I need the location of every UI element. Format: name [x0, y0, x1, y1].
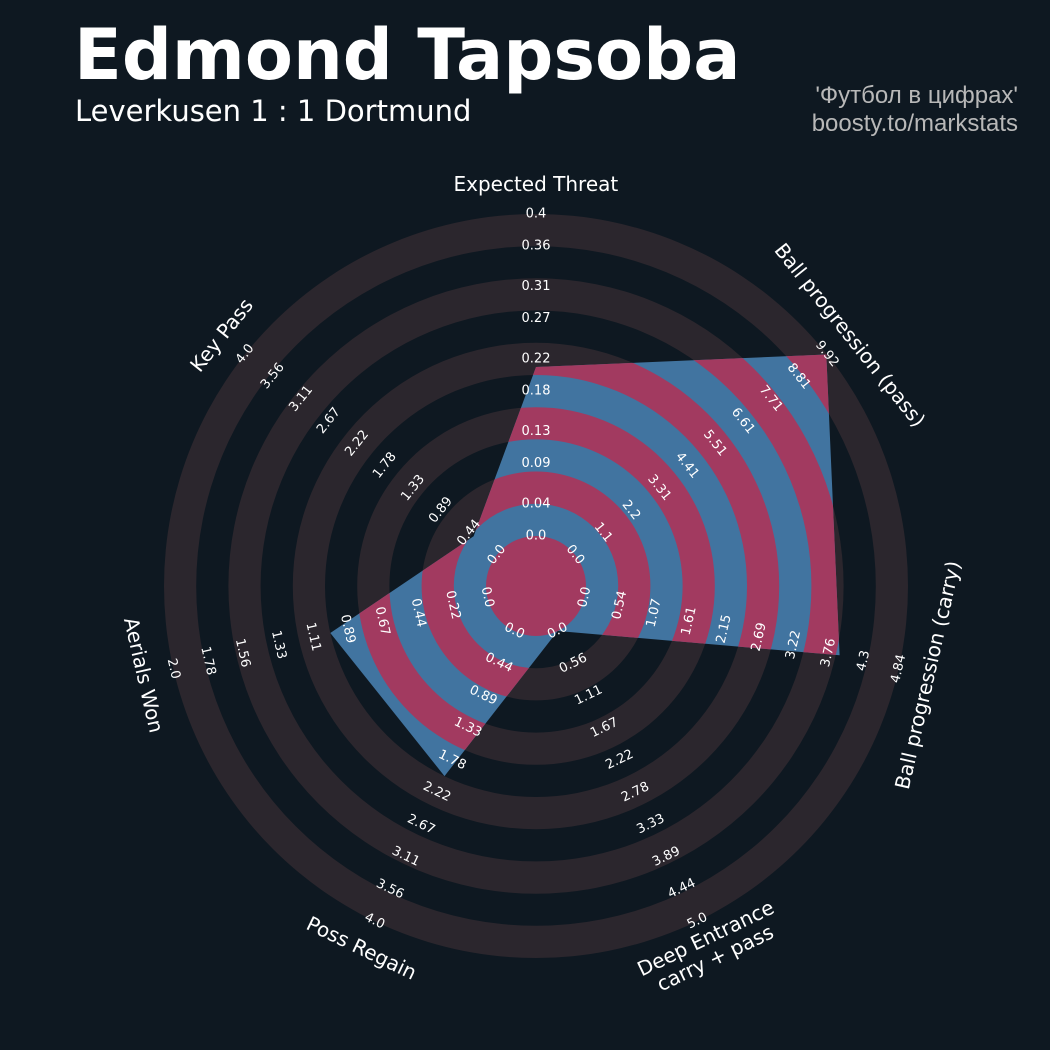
tick-label: 0.09	[522, 456, 551, 471]
axis-label: Expected Threat	[453, 172, 619, 196]
tick-label: 0.22	[522, 351, 551, 366]
tick-label: 1.11	[302, 621, 323, 653]
tick-label: 0.04	[522, 496, 551, 511]
highlight-ring	[330, 354, 840, 777]
tick-label: 0.0	[526, 529, 547, 544]
tick-label: 0.22	[442, 589, 463, 621]
tick-label: 3.76	[818, 637, 839, 669]
tick-label: 4.3	[854, 649, 873, 673]
tick-label: 0.36	[522, 239, 551, 254]
tick-label: 0.4	[526, 207, 547, 222]
chart-subtitle: Leverkusen 1 : 1 Dortmund	[75, 94, 472, 128]
tick-label: 0.67	[372, 605, 393, 637]
tick-label: 0.27	[522, 311, 551, 326]
tick-label: 4.84	[888, 653, 909, 685]
tick-label: 1.33	[268, 629, 289, 661]
tick-label: 0.0	[478, 585, 497, 609]
tick-label: 0.13	[522, 424, 551, 439]
tick-label: 2.15	[714, 613, 735, 645]
tick-label: 0.54	[609, 589, 630, 621]
tick-label: 1.56	[232, 637, 253, 669]
tick-label: 1.78	[197, 645, 218, 677]
chart-title: Edmond Tapsoba	[74, 14, 741, 96]
tick-label: 2.0	[164, 657, 183, 681]
tick-label: 0.44	[408, 597, 429, 629]
tick-label: 3.22	[783, 629, 804, 661]
tick-label: 1.07	[644, 597, 665, 629]
credit: boosty.to/markstats	[811, 110, 1018, 137]
tick-label: 0.89	[337, 613, 358, 645]
tick-label: 1.61	[679, 605, 700, 637]
tick-label: 0.31	[522, 279, 551, 294]
tick-label: 0.18	[522, 384, 551, 399]
tick-label: 2.69	[749, 621, 770, 653]
tick-label: 0.0	[575, 585, 594, 609]
tick-label: 2.22	[603, 747, 636, 773]
credit: 'Футбол в цифрах'	[815, 82, 1018, 109]
